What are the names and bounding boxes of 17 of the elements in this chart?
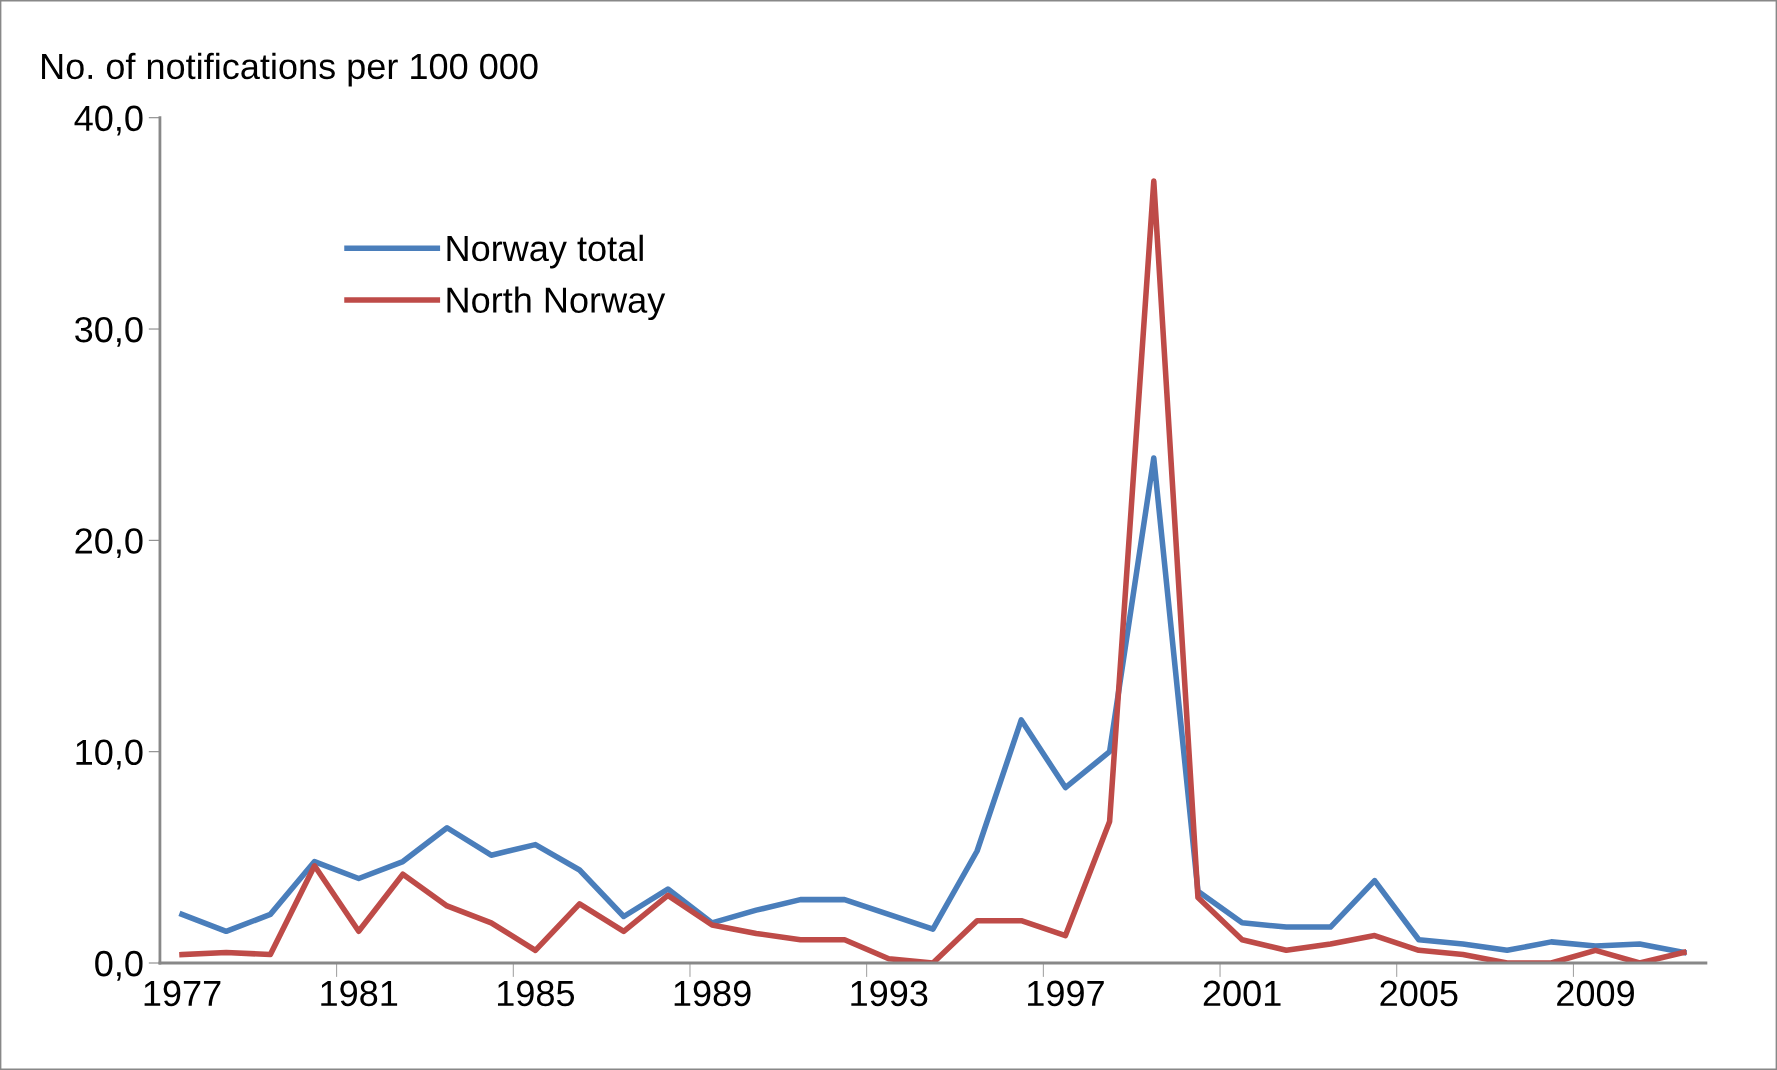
y-tick-label: 20,0 [75, 528, 143, 559]
x-tick-label: 2005 [1380, 980, 1458, 1007]
x-tick-label: 2001 [1203, 980, 1281, 1007]
y-tick-label: 0,0 [95, 950, 143, 981]
legend-label: Norway total [447, 234, 643, 269]
x-tick-label: 1977 [144, 980, 221, 1007]
x-tick-label: 1981 [321, 980, 398, 1007]
y-tick-label: 10,0 [76, 739, 143, 770]
x-tick-label: 2009 [1557, 980, 1634, 1007]
legend-label: North Norway [447, 286, 666, 321]
x-tick-label: 1997 [1028, 980, 1104, 1007]
y-tick-label: 40,0 [74, 105, 143, 136]
y-axis-title: No. of notifications per 100 000 [42, 52, 538, 87]
x-tick-label: 1985 [497, 980, 575, 1007]
x-tick-label: 1989 [674, 980, 751, 1007]
y-tick-label: 30,0 [75, 316, 143, 347]
x-tick-label: 1993 [851, 980, 928, 1007]
